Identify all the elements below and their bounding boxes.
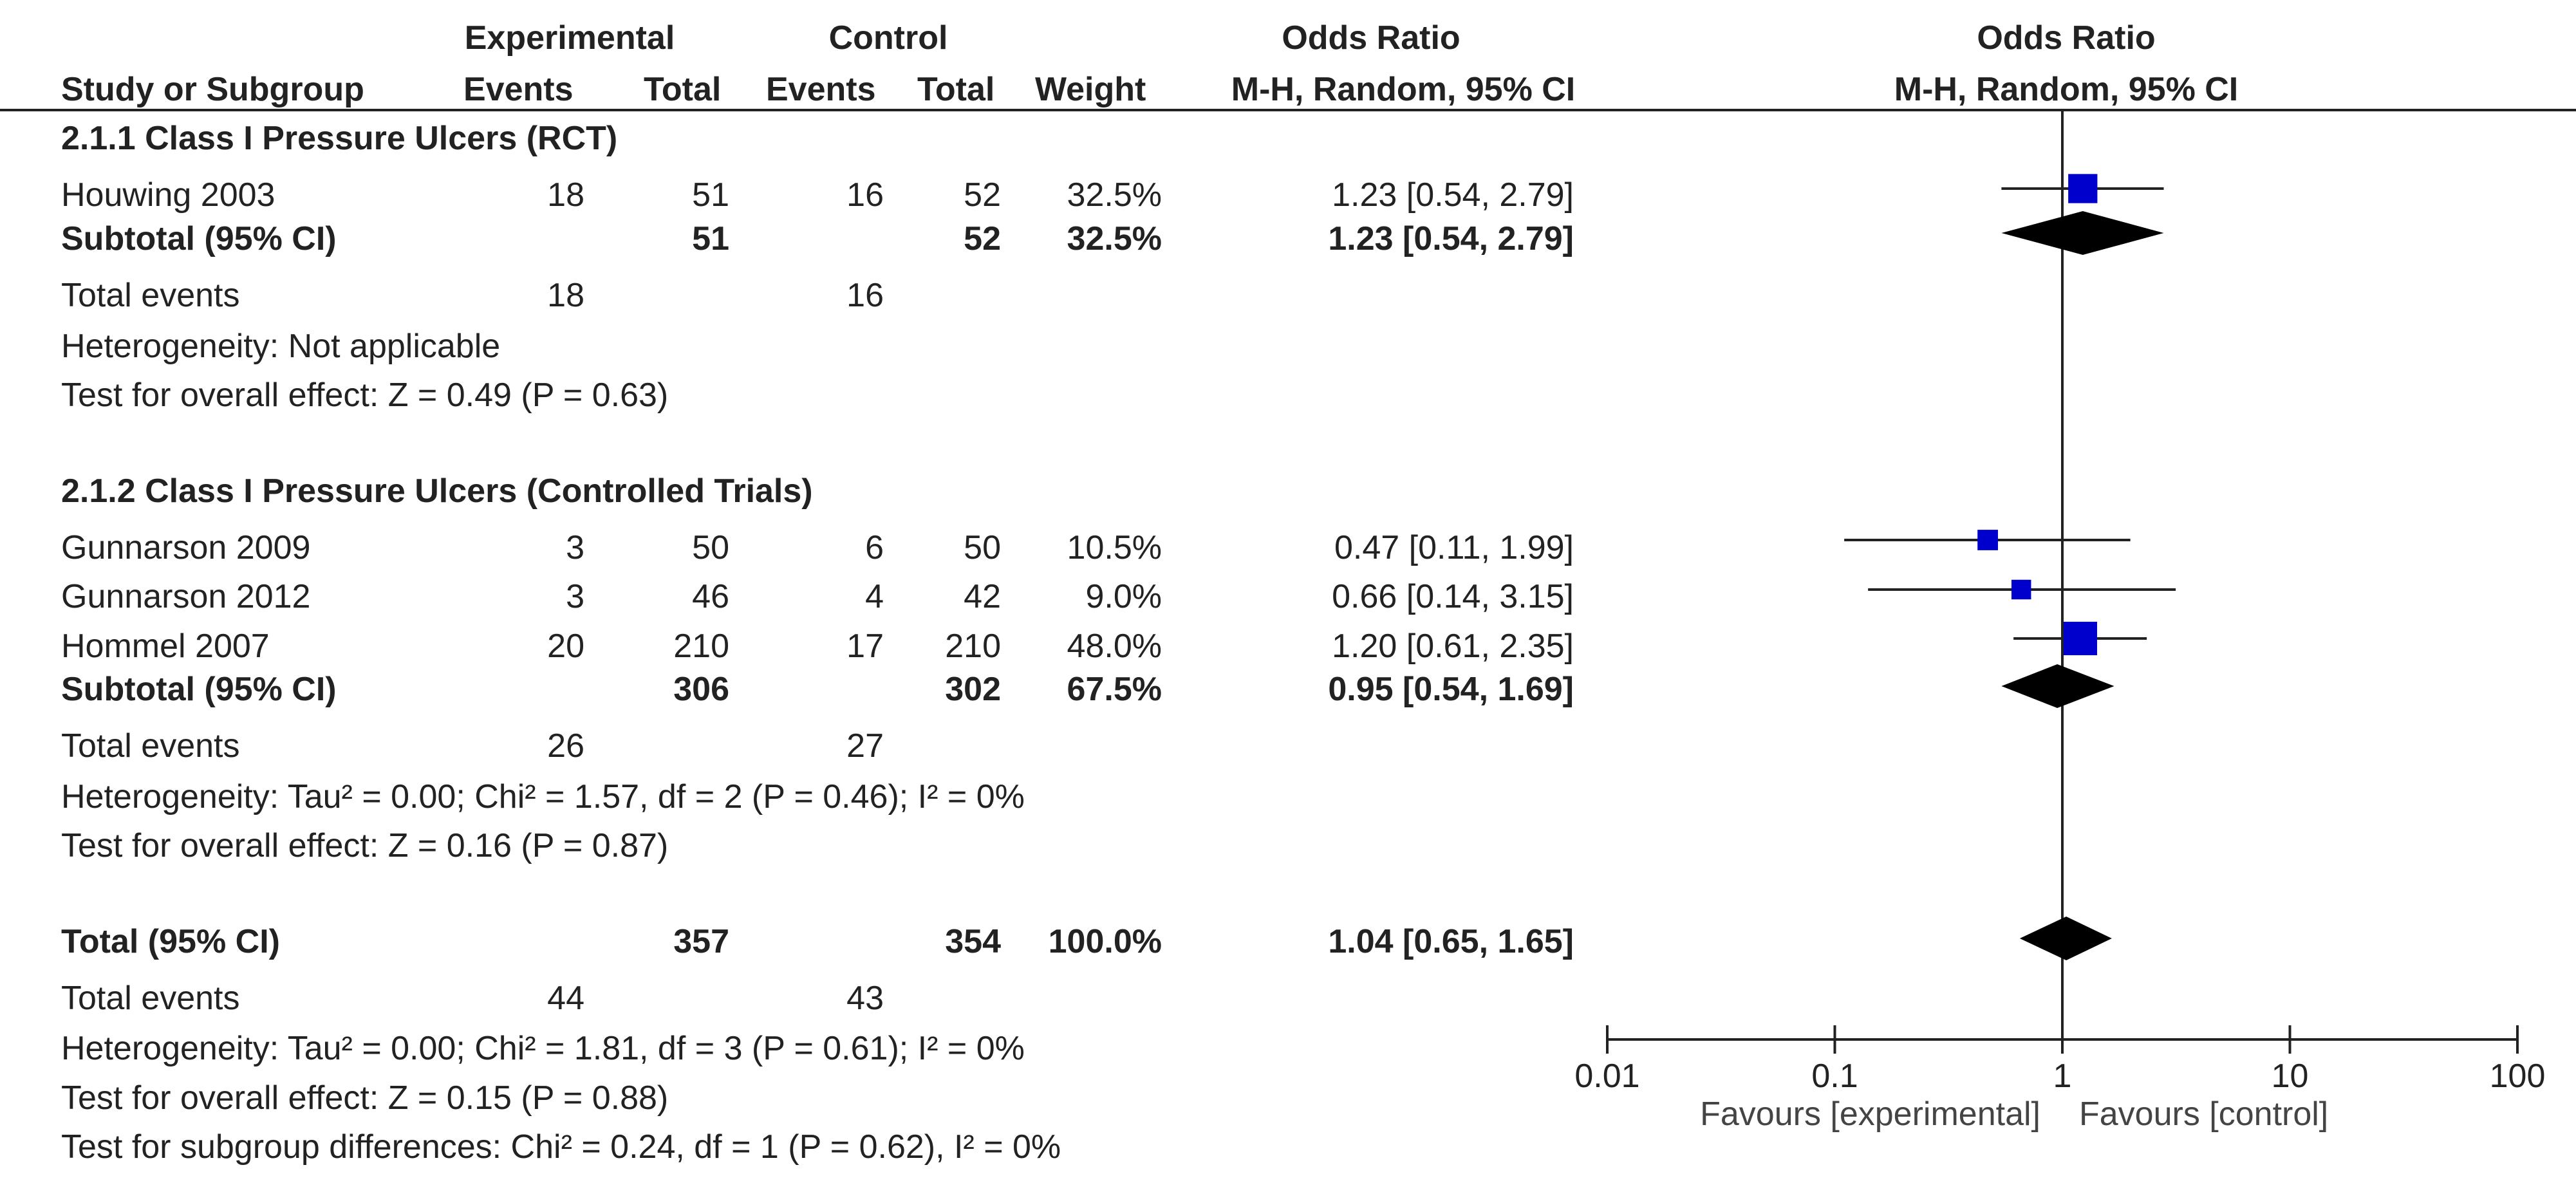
total-events-label: Total events bbox=[61, 277, 240, 314]
exp-total: 357 bbox=[673, 923, 729, 960]
subtotal-label: Subtotal (95% CI) bbox=[61, 671, 337, 708]
study-name: Houwing 2003 bbox=[61, 176, 275, 214]
ctrl-total: 354 bbox=[945, 923, 1001, 960]
ctrl-total: 210 bbox=[945, 628, 1001, 665]
study-hommel-2007 bbox=[2013, 622, 2147, 655]
header-odds-ratio-table: Odds Ratio bbox=[1282, 19, 1461, 57]
study-name: Gunnarson 2009 bbox=[61, 529, 311, 566]
col-ctrl-total: Total bbox=[917, 71, 995, 108]
weight: 32.5% bbox=[1067, 220, 1162, 257]
weight: 32.5% bbox=[1067, 176, 1162, 214]
or-ci: 1.23 [0.54, 2.79] bbox=[1328, 220, 1574, 257]
col-study: Study or Subgroup bbox=[61, 71, 364, 108]
exp-total: 51 bbox=[692, 220, 729, 257]
study-marker bbox=[2063, 622, 2097, 655]
subgroup-differences: Test for subgroup differences: Chi² = 0.… bbox=[61, 1128, 1061, 1166]
subtotal-diamond-2-1-2 bbox=[2001, 664, 2114, 708]
heterogeneity: Heterogeneity: Tau² = 0.00; Chi² = 1.81,… bbox=[61, 1030, 1025, 1067]
total-events-label: Total events bbox=[61, 980, 240, 1017]
overall-effect: Test for overall effect: Z = 0.16 (P = 0… bbox=[61, 827, 669, 864]
or-ci: 0.66 [0.14, 3.15] bbox=[1332, 578, 1574, 615]
col-ctrl-events: Events bbox=[766, 71, 876, 108]
col-ci-table: M-H, Random, 95% CI bbox=[1231, 71, 1576, 108]
tick-label: 100 bbox=[2489, 1057, 2546, 1095]
study-houwing-2003 bbox=[2001, 174, 2164, 203]
header-control: Control bbox=[828, 19, 948, 57]
exp-total: 46 bbox=[692, 578, 729, 615]
col-exp-total: Total bbox=[644, 71, 722, 108]
heterogeneity: Heterogeneity: Tau² = 0.00; Chi² = 1.57,… bbox=[61, 778, 1025, 815]
exp-total: 51 bbox=[692, 176, 729, 214]
exp-events: 3 bbox=[566, 578, 584, 615]
favours-control: Favours [control] bbox=[2079, 1095, 2329, 1133]
ctrl-total: 302 bbox=[945, 671, 1001, 708]
exp-total: 50 bbox=[692, 529, 729, 566]
total-diamond bbox=[2019, 917, 2112, 960]
ctrl-events: 6 bbox=[865, 529, 884, 566]
overall-effect: Test for overall effect: Z = 0.15 (P = 0… bbox=[61, 1079, 669, 1117]
ctrl-events: 16 bbox=[846, 176, 884, 214]
study-marker bbox=[2011, 579, 2031, 600]
tick-label: 10 bbox=[2271, 1057, 2309, 1095]
study-marker bbox=[2068, 174, 2098, 203]
total-events-ctrl: 27 bbox=[846, 727, 884, 765]
weight: 100.0% bbox=[1048, 923, 1162, 960]
study-gunnarson-2009 bbox=[1844, 530, 2131, 550]
total-events-exp: 44 bbox=[547, 980, 584, 1017]
heterogeneity: Heterogeneity: Not applicable bbox=[61, 328, 501, 365]
col-ci-plot: M-H, Random, 95% CI bbox=[1894, 71, 2239, 108]
or-ci: 0.95 [0.54, 1.69] bbox=[1328, 671, 1574, 708]
ctrl-total: 50 bbox=[964, 529, 1001, 566]
ctrl-total: 52 bbox=[964, 176, 1001, 214]
weight: 10.5% bbox=[1067, 529, 1162, 566]
total-events-label: Total events bbox=[61, 727, 240, 765]
or-ci: 1.23 [0.54, 2.79] bbox=[1332, 176, 1574, 214]
overall-effect: Test for overall effect: Z = 0.49 (P = 0… bbox=[61, 377, 669, 414]
subtotal-label: Subtotal (95% CI) bbox=[61, 220, 337, 257]
ctrl-events: 17 bbox=[846, 628, 884, 665]
exp-events: 20 bbox=[547, 628, 584, 665]
total-events-ctrl: 16 bbox=[846, 277, 884, 314]
weight: 67.5% bbox=[1067, 671, 1162, 708]
total-events-exp: 26 bbox=[547, 727, 584, 765]
exp-events: 3 bbox=[566, 529, 584, 566]
subgroup-title: 2.1.1 Class I Pressure Ulcers (RCT) bbox=[61, 120, 618, 157]
tick-label: 1 bbox=[2053, 1057, 2072, 1095]
tick-label: 0.1 bbox=[1811, 1057, 1858, 1095]
or-ci: 1.04 [0.65, 1.65] bbox=[1328, 923, 1574, 960]
or-ci: 1.20 [0.61, 2.35] bbox=[1332, 628, 1574, 665]
study-name: Gunnarson 2012 bbox=[61, 578, 311, 615]
study-marker bbox=[1977, 530, 1998, 550]
col-weight: Weight bbox=[1035, 71, 1146, 108]
exp-total: 210 bbox=[673, 628, 729, 665]
subtotal-diamond-2-1-1 bbox=[2001, 211, 2164, 255]
subgroup-title: 2.1.2 Class I Pressure Ulcers (Controlle… bbox=[61, 472, 813, 510]
total-events-ctrl: 43 bbox=[846, 980, 884, 1017]
total-events-exp: 18 bbox=[547, 277, 584, 314]
ctrl-total: 42 bbox=[964, 578, 1001, 615]
exp-total: 306 bbox=[673, 671, 729, 708]
header-experimental: Experimental bbox=[464, 19, 675, 57]
favours-experimental: Favours [experimental] bbox=[1700, 1095, 2040, 1133]
study-name: Hommel 2007 bbox=[61, 628, 270, 665]
study-gunnarson-2012 bbox=[1868, 579, 2176, 600]
header-odds-ratio-plot: Odds Ratio bbox=[1977, 19, 2156, 57]
ctrl-events: 4 bbox=[865, 578, 884, 615]
tick-label: 0.01 bbox=[1574, 1057, 1640, 1095]
exp-events: 18 bbox=[547, 176, 584, 214]
col-exp-events: Events bbox=[463, 71, 574, 108]
or-ci: 0.47 [0.11, 1.99] bbox=[1334, 529, 1574, 566]
weight: 48.0% bbox=[1067, 628, 1162, 665]
weight: 9.0% bbox=[1085, 578, 1162, 615]
ctrl-total: 52 bbox=[964, 220, 1001, 257]
total-label: Total (95% CI) bbox=[61, 923, 280, 960]
